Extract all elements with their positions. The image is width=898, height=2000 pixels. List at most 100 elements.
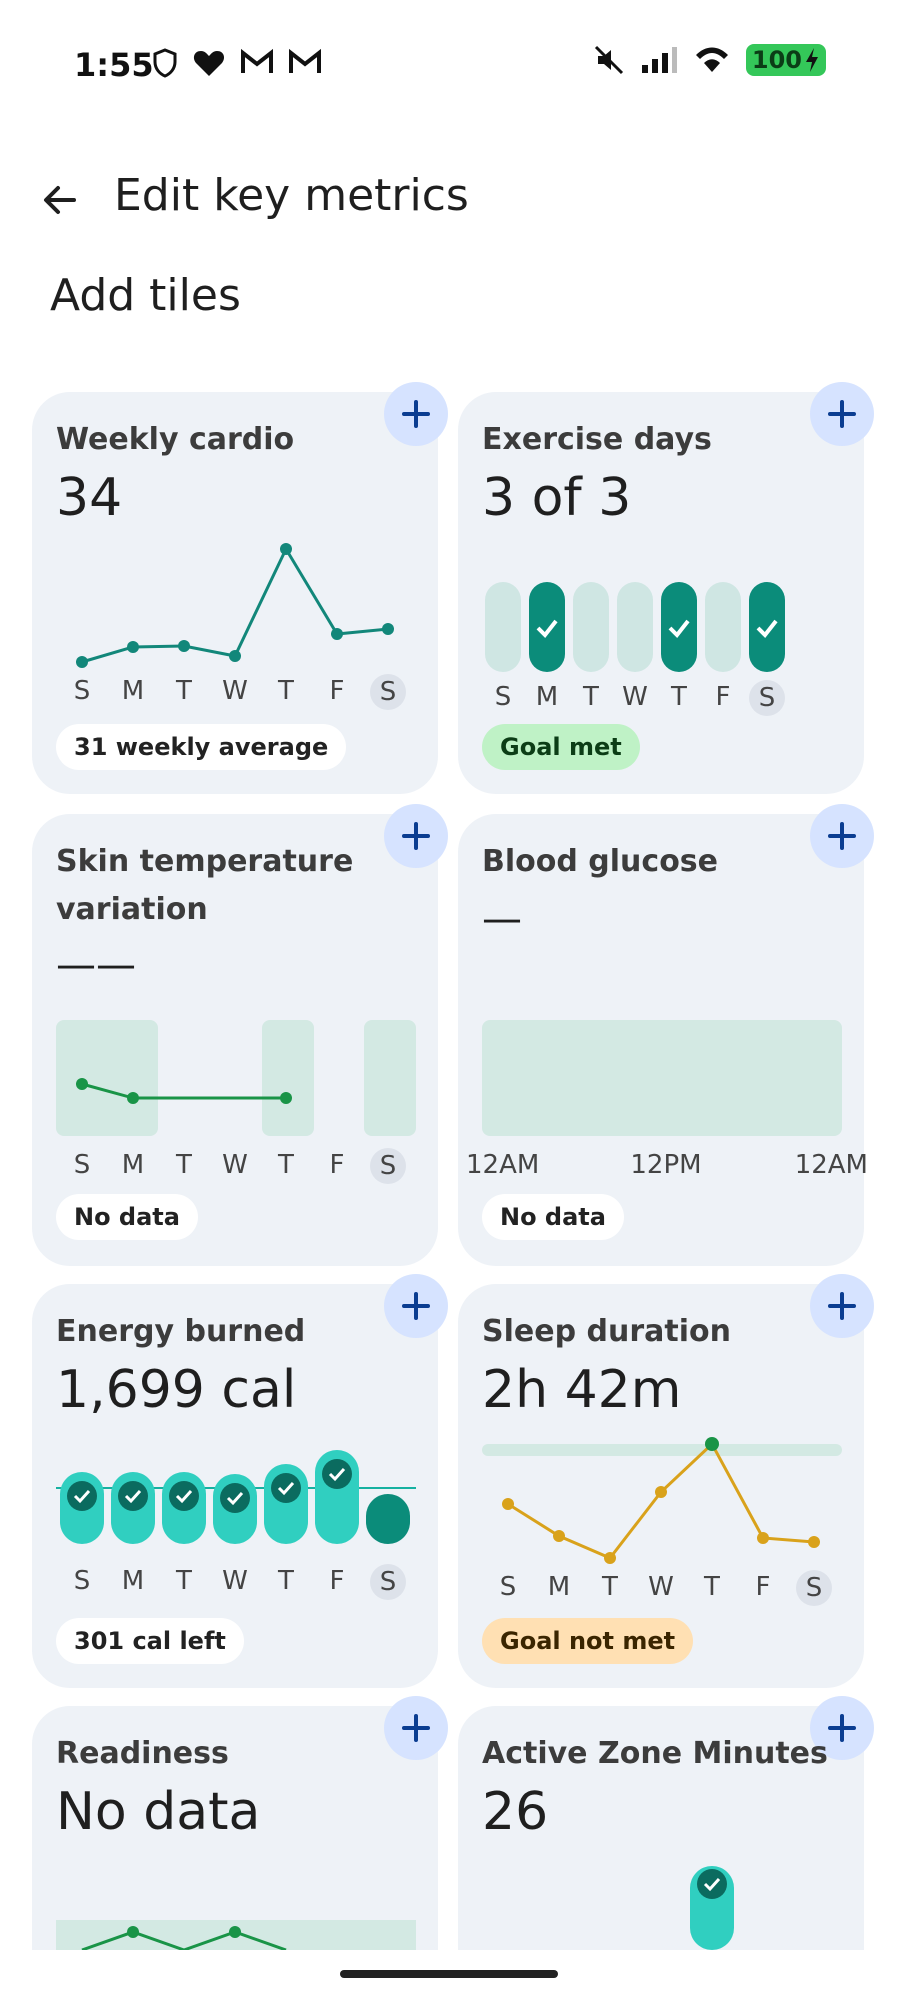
add-tile-button[interactable] xyxy=(810,1696,874,1760)
tile-active-zone-minutes: Active Zone Minutes 26 xyxy=(458,1696,874,1950)
day-label: W xyxy=(648,1572,674,1602)
tile-title: Energy burned xyxy=(56,1314,306,1349)
day-label: T xyxy=(176,1566,192,1596)
tile-energy-burned: Energy burned 1,699 cal S M T W T F S 30… xyxy=(32,1274,448,1688)
page-title: Edit key metrics xyxy=(114,170,469,221)
time-label: 12PM xyxy=(630,1150,702,1180)
signal-icon xyxy=(641,47,677,73)
day-label: F xyxy=(715,682,731,712)
day-label: F xyxy=(329,676,345,706)
gesture-nav-handle[interactable] xyxy=(340,1970,558,1978)
day-label: T xyxy=(704,1572,720,1602)
plus-icon xyxy=(828,1292,856,1320)
weekly-average-pill: 31 weekly average xyxy=(56,724,347,770)
day-label: S xyxy=(494,682,512,712)
day-label: S xyxy=(73,1150,91,1180)
tile-value: 26 xyxy=(482,1782,549,1842)
day-label: M xyxy=(121,1150,145,1180)
tile-skin-temperature: Skin temperature variation —— S M T W T … xyxy=(32,804,448,1266)
add-tile-button[interactable] xyxy=(810,804,874,868)
add-tile-button[interactable] xyxy=(384,804,448,868)
day-label: M xyxy=(121,1566,145,1596)
day-label: T xyxy=(602,1572,618,1602)
tile-sleep-duration: Sleep duration 2h 42m S M T W T F S Goal… xyxy=(458,1274,874,1688)
day-label: T xyxy=(278,1150,294,1180)
day-label: T xyxy=(583,682,599,712)
day-label-selected: S xyxy=(796,1570,832,1606)
day-label-selected: S xyxy=(370,1564,406,1600)
tile-title: Sleep duration xyxy=(482,1314,731,1349)
no-data-pill: No data xyxy=(482,1194,624,1240)
tile-title: Skin temperature variation xyxy=(56,844,354,927)
tile-weekly-cardio: Weekly cardio 34 S M T W T F S 31 weekly… xyxy=(32,382,448,794)
add-tile-button[interactable] xyxy=(810,1274,874,1338)
tile-title: Exercise days xyxy=(482,422,712,457)
goal-not-met-pill: Goal not met xyxy=(482,1618,694,1664)
time-label: 12AM xyxy=(466,1150,540,1180)
tile-readiness: Readiness No data xyxy=(32,1696,448,1950)
azm-chart xyxy=(690,1866,734,1950)
cal-left-pill: 301 cal left xyxy=(56,1618,244,1664)
plus-icon xyxy=(828,1714,856,1742)
day-label-selected: S xyxy=(749,680,785,716)
day-label: T xyxy=(278,676,294,706)
day-label: S xyxy=(73,1566,91,1596)
no-data-pill: No data xyxy=(56,1194,198,1240)
skin-temp-chart xyxy=(56,1020,416,1136)
add-tile-button[interactable] xyxy=(384,382,448,446)
time-label: 12AM xyxy=(794,1150,868,1180)
weekly-cardio-chart xyxy=(76,543,394,668)
app-bar: Edit key metrics xyxy=(0,160,898,240)
status-left-icons xyxy=(152,48,322,78)
tile-title: Active Zone Minutes xyxy=(482,1736,828,1771)
day-label: F xyxy=(329,1150,345,1180)
day-label: S xyxy=(499,1572,517,1602)
readiness-chart xyxy=(56,1920,416,1950)
tile-value: 34 xyxy=(56,468,123,528)
gmail-icon xyxy=(241,48,273,73)
day-label: W xyxy=(222,1150,248,1180)
tile-value: No data xyxy=(56,1782,261,1842)
day-label-selected: S xyxy=(370,674,406,710)
day-label: F xyxy=(329,1566,345,1596)
mute-icon xyxy=(594,45,623,75)
wifi-icon xyxy=(695,47,728,72)
add-tile-button[interactable] xyxy=(384,1696,448,1760)
tile-exercise-days: Exercise days 3 of 3 S M T W T F S Goal … xyxy=(458,382,874,794)
plus-icon xyxy=(402,1292,430,1320)
exercise-days-chart xyxy=(485,582,785,672)
add-tile-button[interactable] xyxy=(810,382,874,446)
goal-met-pill: Goal met xyxy=(482,724,640,770)
day-label: T xyxy=(278,1566,294,1596)
energy-burned-chart xyxy=(56,1450,416,1544)
tile-title: Readiness xyxy=(56,1736,229,1771)
tile-value: 1,699 cal xyxy=(56,1360,297,1420)
heart-icon xyxy=(193,51,225,76)
sleep-duration-chart xyxy=(482,1437,842,1564)
plus-icon xyxy=(828,400,856,428)
battery-level: 100 xyxy=(751,46,802,74)
day-label: M xyxy=(121,676,145,706)
day-label: W xyxy=(622,682,648,712)
status-time: 1:55 xyxy=(74,46,154,84)
day-label-selected: S xyxy=(370,1148,406,1184)
tile-value: 2h 42m xyxy=(482,1360,682,1420)
plus-icon xyxy=(402,822,430,850)
status-bar: 1:55 100 xyxy=(0,0,898,130)
day-label: T xyxy=(176,1150,192,1180)
gmail-icon xyxy=(289,48,321,73)
day-label: F xyxy=(755,1572,771,1602)
status-right-icons: 100 xyxy=(594,44,826,76)
add-tile-button[interactable] xyxy=(384,1274,448,1338)
tile-title: Weekly cardio xyxy=(56,422,295,457)
tile-title: Blood glucose xyxy=(482,844,719,879)
arrow-left-icon[interactable] xyxy=(38,178,82,222)
blood-glucose-chart xyxy=(482,1020,842,1136)
plus-icon xyxy=(402,1714,430,1742)
day-label: T xyxy=(671,682,687,712)
section-title: Add tiles xyxy=(50,270,241,321)
day-label: M xyxy=(535,682,559,712)
shield-icon xyxy=(153,48,177,78)
tile-value: — xyxy=(482,896,522,942)
day-label: S xyxy=(73,676,91,706)
